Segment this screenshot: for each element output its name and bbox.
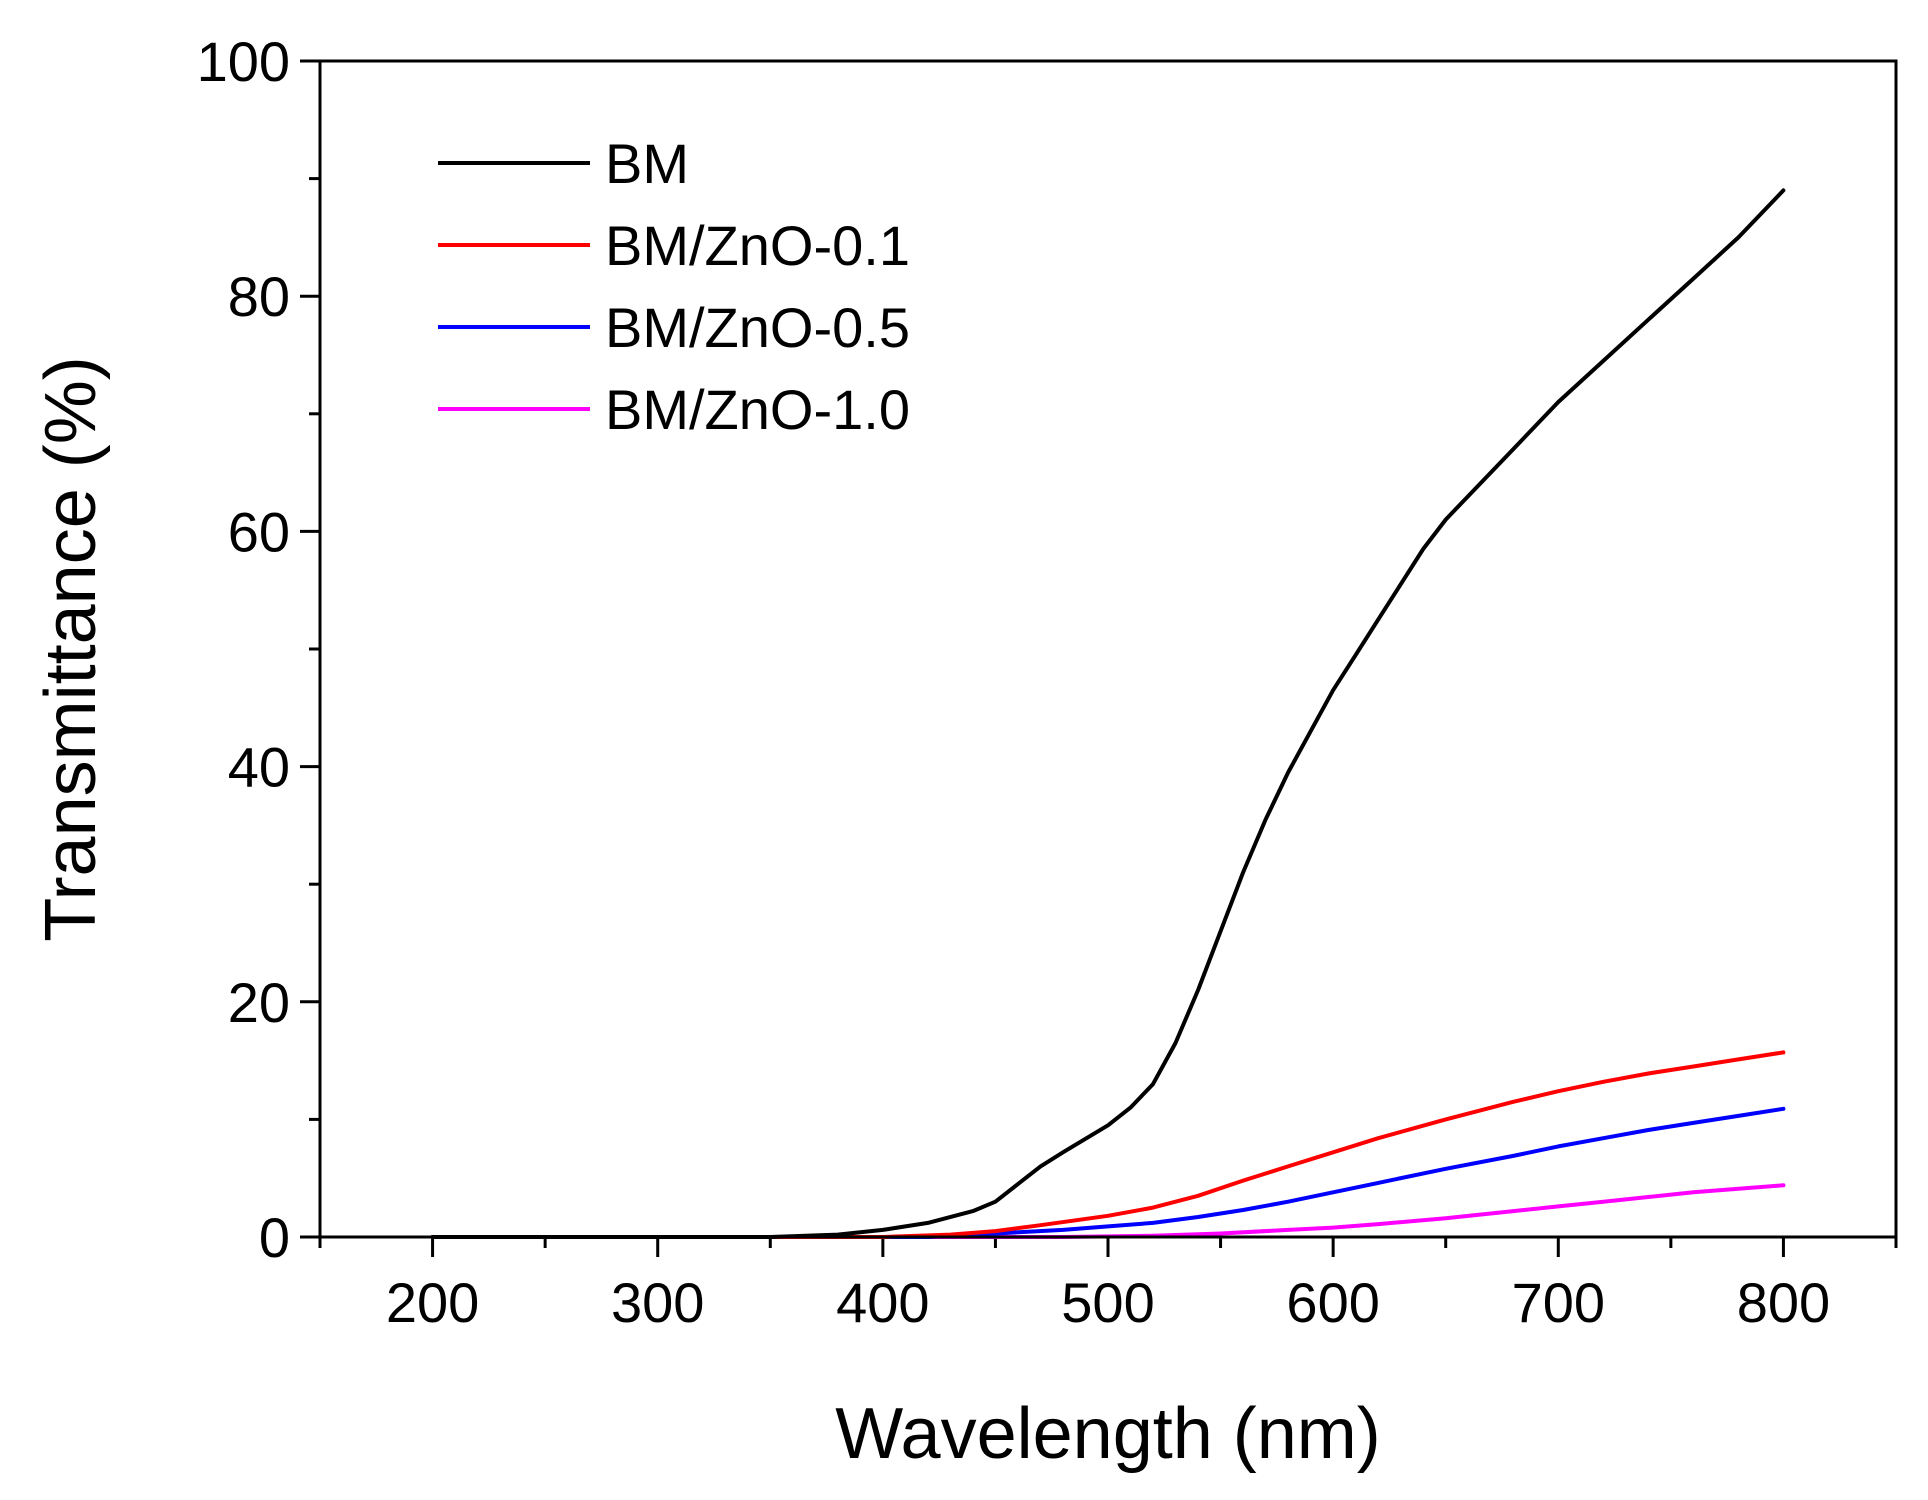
legend-label: BM [605,132,689,195]
y-axis-ticks: 0 20 40 60 80 100 [197,30,320,1269]
x-axis-ticks: 200 300 400 500 600 700 800 [318,1237,1898,1334]
series-line [430,1106,1786,1239]
legend-label: BM/ZnO-1.0 [605,378,910,441]
x-axis-title: Wavelength (nm) [835,1394,1381,1474]
plot-frame [318,59,1898,1239]
x-tick-label: 300 [611,1271,704,1334]
y-tick-label: 60 [228,500,290,563]
x-tick-label: 500 [1061,1271,1154,1334]
y-tick-label: 40 [228,736,290,799]
legend: BM BM/ZnO-0.1 BM/ZnO-0.5 BM/ZnO-1.0 [438,132,910,441]
x-tick-label: 200 [386,1271,479,1334]
x-tick-label: 800 [1737,1271,1830,1334]
legend-label: BM/ZnO-0.1 [605,214,910,277]
y-tick-label: 80 [228,265,290,328]
y-tick-label: 20 [228,971,290,1034]
x-tick-label: 600 [1286,1271,1379,1334]
x-tick-label: 400 [836,1271,929,1334]
y-tick-label: 100 [197,30,290,93]
x-tick-label: 700 [1512,1271,1605,1334]
series-lines [430,188,1786,1239]
legend-label: BM/ZnO-0.5 [605,296,910,359]
y-tick-label: 0 [259,1206,290,1269]
series-line [430,188,1786,1239]
series-line [430,1183,1786,1239]
series-line [430,1050,1786,1239]
y-axis-title: Transmittance (%) [31,356,111,941]
